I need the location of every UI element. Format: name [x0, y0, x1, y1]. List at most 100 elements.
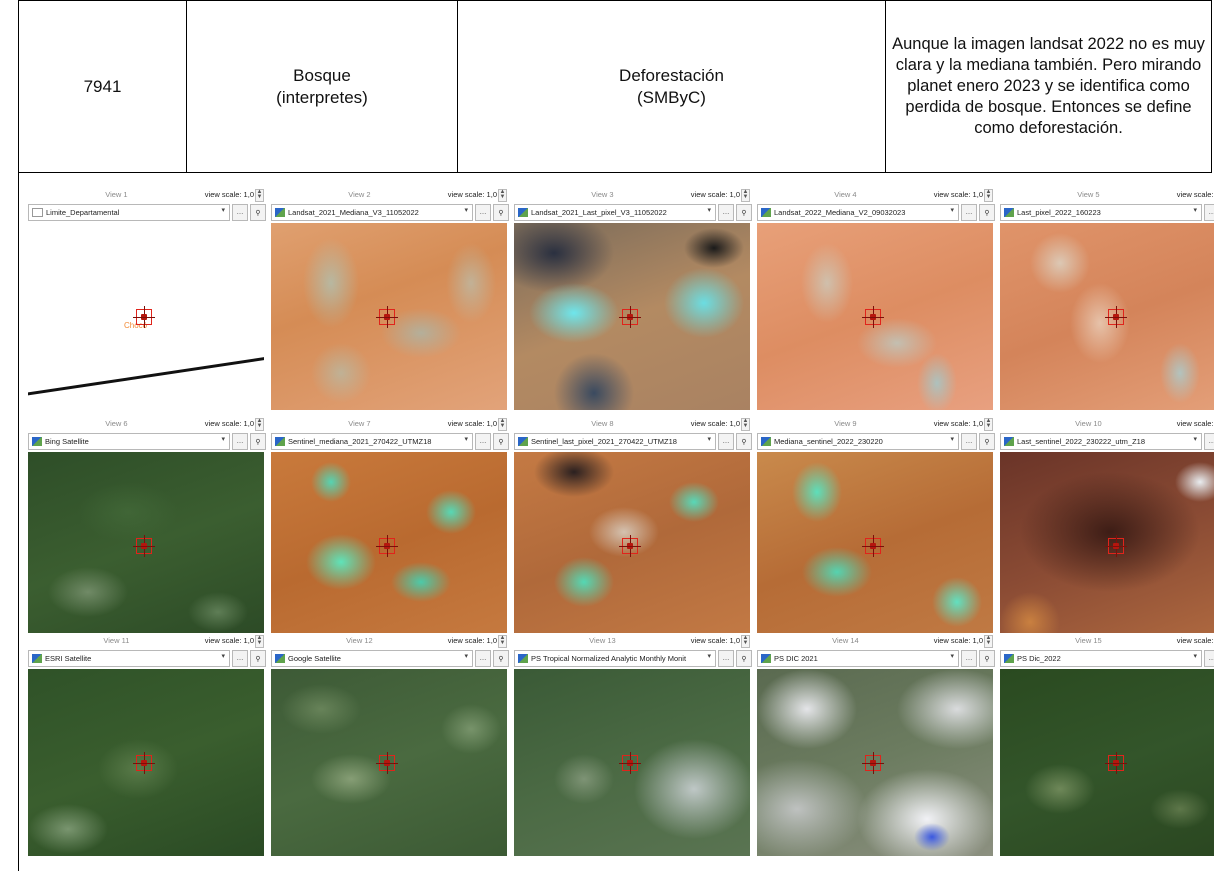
layer-select[interactable]: Mediana_sentinel_2022_230220 ▾ — [757, 433, 959, 450]
pin-icon[interactable]: ⚲ — [736, 650, 752, 667]
map-view-14[interactable]: View 14 view scale: 1,0 ▲ ▼ PS DIC 2021 ▾ … ⚲ — [757, 633, 995, 856]
map-view-9[interactable]: View 9 view scale: 1,0 ▲ ▼ Mediana_sentinel_… — [757, 416, 995, 639]
chevron-down-icon[interactable]: ▾ — [464, 207, 468, 214]
map-view-6[interactable]: View 6 view scale: 1,0 ▲ ▼ Bing Satellite ▾ … ⚲ — [28, 416, 266, 639]
note-cell: Aunque la imagen landsat 2022 no es muy … — [885, 0, 1212, 173]
spinner-icon[interactable]: ▲ ▼ — [984, 418, 993, 431]
ellipsis-icon[interactable]: … — [1204, 204, 1214, 221]
map-canvas[interactable] — [757, 452, 993, 639]
ellipsis-icon[interactable]: … — [961, 433, 977, 450]
pin-icon[interactable]: ⚲ — [979, 650, 995, 667]
layer-select[interactable]: PS Dic_2022 ▾ — [1000, 650, 1202, 667]
ellipsis-icon[interactable]: … — [1204, 650, 1214, 667]
chevron-down-icon[interactable]: ▾ — [950, 207, 954, 214]
map-view-13[interactable]: View 13 view scale: 1,0 ▲ ▼ PS Tropical Norm… — [514, 633, 752, 856]
ellipsis-icon[interactable]: … — [961, 650, 977, 667]
map-view-1[interactable]: View 1 view scale: 1,0 ▲ ▼ Limite_Departamen… — [28, 187, 266, 410]
chevron-down-icon[interactable]: ▾ — [1193, 436, 1197, 443]
chevron-down-icon[interactable]: ▾ — [950, 436, 954, 443]
map-view-4[interactable]: View 4 view scale: 1,0 ▲ ▼ Landsat_2022_Medi… — [757, 187, 995, 410]
ellipsis-icon[interactable]: … — [232, 204, 248, 221]
pin-icon[interactable]: ⚲ — [250, 204, 266, 221]
layer-select[interactable]: PS Tropical Normalized Analytic Monthly … — [514, 650, 716, 667]
spinner-icon[interactable]: ▲ ▼ — [498, 418, 507, 431]
map-canvas[interactable] — [1000, 669, 1214, 856]
map-canvas[interactable] — [1000, 223, 1214, 410]
ellipsis-icon[interactable]: … — [718, 650, 734, 667]
chevron-down-icon[interactable]: ▾ — [1193, 653, 1197, 660]
layer-select[interactable]: Last_sentinel_2022_230222_utm_Z18 ▾ — [1000, 433, 1202, 450]
map-canvas[interactable] — [514, 223, 750, 410]
spinner-icon[interactable]: ▲ ▼ — [255, 635, 264, 648]
spinner-icon[interactable]: ▲ ▼ — [498, 635, 507, 648]
ellipsis-icon[interactable]: … — [961, 204, 977, 221]
map-canvas[interactable] — [1000, 452, 1214, 639]
pin-icon[interactable]: ⚲ — [736, 433, 752, 450]
ellipsis-icon[interactable]: … — [232, 650, 248, 667]
spinner-icon[interactable]: ▲ ▼ — [984, 635, 993, 648]
spinner-icon[interactable]: ▲ ▼ — [741, 189, 750, 202]
map-view-3[interactable]: View 3 view scale: 1,0 ▲ ▼ Landsat_2021_Last… — [514, 187, 752, 410]
layer-select[interactable]: Last_pixel_2022_160223 ▾ — [1000, 204, 1202, 221]
map-view-7[interactable]: View 7 view scale: 1,0 ▲ ▼ Sentinel_mediana_… — [271, 416, 509, 639]
spinner-icon[interactable]: ▲ ▼ — [984, 189, 993, 202]
spinner-icon[interactable]: ▲ ▼ — [498, 189, 507, 202]
map-canvas[interactable] — [757, 669, 993, 856]
chevron-down-icon[interactable]: ▾ — [221, 653, 225, 660]
map-view-2[interactable]: View 2 view scale: 1,0 ▲ ▼ Landsat_2021_Medi… — [271, 187, 509, 410]
ellipsis-icon[interactable]: … — [718, 433, 734, 450]
spinner-icon[interactable]: ▲ ▼ — [741, 418, 750, 431]
layer-select[interactable]: Sentinel_mediana_2021_270422_UTMZ18 ▾ — [271, 433, 473, 450]
ellipsis-icon[interactable]: … — [232, 433, 248, 450]
ellipsis-icon[interactable]: … — [718, 204, 734, 221]
layer-select[interactable]: ESRI Satellite ▾ — [28, 650, 230, 667]
map-canvas[interactable] — [514, 669, 750, 856]
map-view-11[interactable]: View 11 view scale: 1,0 ▲ ▼ ESRI Satellite ▾ …… — [28, 633, 266, 856]
chevron-down-icon[interactable]: ▾ — [707, 207, 711, 214]
spinner-icon[interactable]: ▲ ▼ — [255, 189, 264, 202]
chevron-down-icon[interactable]: ▾ — [464, 653, 468, 660]
chevron-down-icon[interactable]: ▾ — [221, 207, 225, 214]
map-view-8[interactable]: View 8 view scale: 1,0 ▲ ▼ Sentinel_last_pix… — [514, 416, 752, 639]
map-canvas[interactable] — [271, 223, 507, 410]
chevron-down-icon[interactable]: ▾ — [707, 436, 711, 443]
ellipsis-icon[interactable]: … — [475, 433, 491, 450]
ellipsis-icon[interactable]: … — [475, 204, 491, 221]
pin-icon[interactable]: ⚲ — [979, 204, 995, 221]
map-canvas[interactable] — [757, 223, 993, 410]
pin-icon[interactable]: ⚲ — [493, 650, 509, 667]
layer-select[interactable]: PS DIC 2021 ▾ — [757, 650, 959, 667]
ellipsis-icon[interactable]: … — [1204, 433, 1214, 450]
pin-icon[interactable]: ⚲ — [736, 204, 752, 221]
layer-select[interactable]: Landsat_2021_Mediana_V3_11052022 ▾ — [271, 204, 473, 221]
map-canvas[interactable] — [28, 669, 264, 856]
map-canvas[interactable] — [514, 452, 750, 639]
layer-select[interactable]: Landsat_2022_Mediana_V2_09032023 ▾ — [757, 204, 959, 221]
pin-icon[interactable]: ⚲ — [979, 433, 995, 450]
spinner-icon[interactable]: ▲ ▼ — [255, 418, 264, 431]
pin-icon[interactable]: ⚲ — [493, 204, 509, 221]
chevron-down-icon[interactable]: ▾ — [950, 653, 954, 660]
chevron-down-icon[interactable]: ▾ — [221, 436, 225, 443]
layer-select[interactable]: Google Satellite ▾ — [271, 650, 473, 667]
chevron-down-icon[interactable]: ▾ — [707, 653, 711, 660]
layer-select[interactable]: Bing Satellite ▾ — [28, 433, 230, 450]
map-canvas[interactable] — [271, 452, 507, 639]
pin-icon[interactable]: ⚲ — [493, 433, 509, 450]
pin-icon[interactable]: ⚲ — [250, 433, 266, 450]
map-canvas[interactable] — [28, 452, 264, 639]
ellipsis-icon[interactable]: … — [475, 650, 491, 667]
pin-icon[interactable]: ⚲ — [250, 650, 266, 667]
layer-select[interactable]: Limite_Departamental ▾ — [28, 204, 230, 221]
map-canvas[interactable] — [271, 669, 507, 856]
map-view-12[interactable]: View 12 view scale: 1,0 ▲ ▼ Google Satellite… — [271, 633, 509, 856]
map-canvas[interactable]: ChocóAntioquia — [28, 223, 264, 410]
chevron-down-icon[interactable]: ▾ — [464, 436, 468, 443]
layer-select[interactable]: Sentinel_last_pixel_2021_270422_UTMZ18 ▾ — [514, 433, 716, 450]
layer-select[interactable]: Landsat_2021_Last_pixel_V3_11052022 ▾ — [514, 204, 716, 221]
chevron-down-icon[interactable]: ▾ — [1193, 207, 1197, 214]
spinner-icon[interactable]: ▲ ▼ — [741, 635, 750, 648]
